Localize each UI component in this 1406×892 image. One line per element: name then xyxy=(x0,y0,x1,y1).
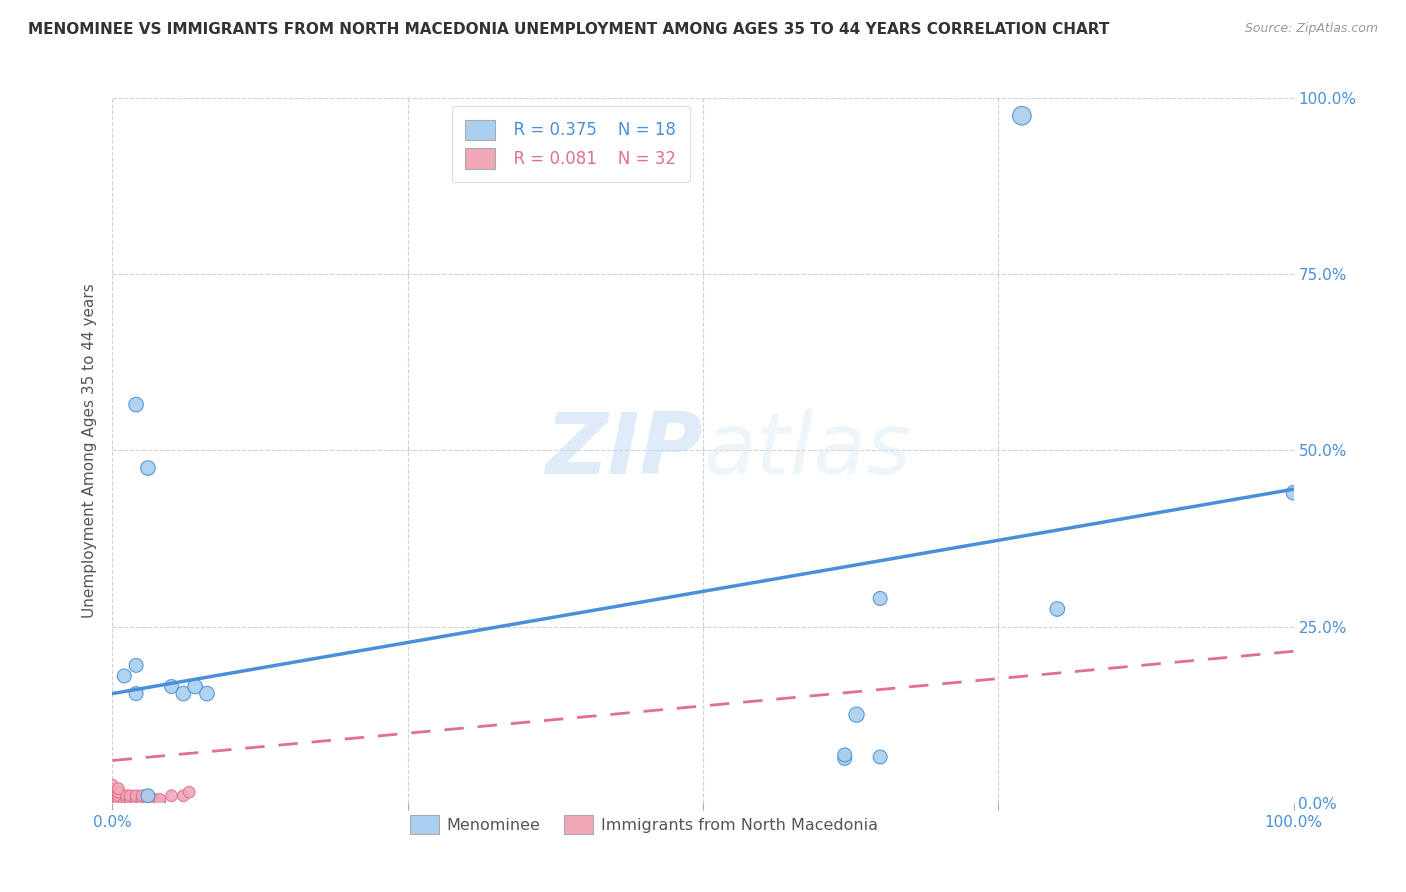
Point xyxy=(149,792,172,806)
Point xyxy=(869,591,891,606)
Point xyxy=(101,778,124,792)
Point xyxy=(131,792,153,806)
Point xyxy=(107,781,129,796)
Point xyxy=(107,785,129,799)
Point xyxy=(142,792,165,806)
Point xyxy=(120,789,142,803)
Point xyxy=(1011,109,1033,123)
Point xyxy=(125,687,148,701)
Point xyxy=(845,707,868,722)
Point xyxy=(172,687,194,701)
Point xyxy=(107,792,129,806)
Point xyxy=(112,669,135,683)
Point xyxy=(115,789,138,803)
Point xyxy=(101,785,124,799)
Point xyxy=(136,789,159,803)
Point xyxy=(160,680,183,694)
Point xyxy=(136,789,159,803)
Point xyxy=(136,796,159,810)
Point xyxy=(834,751,856,765)
Text: atlas: atlas xyxy=(703,409,911,492)
Point xyxy=(136,792,159,806)
Point xyxy=(101,789,124,803)
Point xyxy=(869,750,891,764)
Point xyxy=(120,796,142,810)
Point xyxy=(107,796,129,810)
Point xyxy=(131,796,153,810)
Point xyxy=(115,792,138,806)
Point xyxy=(125,658,148,673)
Point xyxy=(1046,602,1069,616)
Point xyxy=(184,680,207,694)
Point xyxy=(160,789,183,803)
Point xyxy=(1282,485,1305,500)
Point xyxy=(131,789,153,803)
Point xyxy=(107,789,129,803)
Point xyxy=(136,461,159,475)
Legend: Menominee, Immigrants from North Macedonia: Menominee, Immigrants from North Macedon… xyxy=(404,808,884,840)
Point xyxy=(101,781,124,796)
Text: Source: ZipAtlas.com: Source: ZipAtlas.com xyxy=(1244,22,1378,36)
Point xyxy=(149,796,172,810)
Y-axis label: Unemployment Among Ages 35 to 44 years: Unemployment Among Ages 35 to 44 years xyxy=(82,283,97,618)
Point xyxy=(125,789,148,803)
Point xyxy=(101,792,124,806)
Point xyxy=(101,796,124,810)
Point xyxy=(120,792,142,806)
Point xyxy=(125,792,148,806)
Point xyxy=(172,789,194,803)
Text: MENOMINEE VS IMMIGRANTS FROM NORTH MACEDONIA UNEMPLOYMENT AMONG AGES 35 TO 44 YE: MENOMINEE VS IMMIGRANTS FROM NORTH MACED… xyxy=(28,22,1109,37)
Text: ZIP: ZIP xyxy=(546,409,703,492)
Point xyxy=(179,785,201,799)
Point xyxy=(834,747,856,762)
Point xyxy=(112,796,135,810)
Point xyxy=(125,398,148,412)
Point xyxy=(195,687,218,701)
Point xyxy=(125,796,148,810)
